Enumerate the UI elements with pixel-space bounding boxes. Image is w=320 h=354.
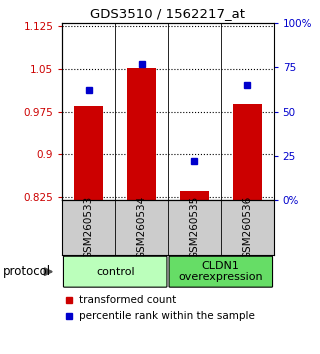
Text: GSM260534: GSM260534 — [137, 196, 147, 259]
Bar — [180, 191, 209, 200]
Text: GSM260536: GSM260536 — [242, 196, 252, 259]
Bar — [233, 104, 262, 200]
Text: GSM260535: GSM260535 — [189, 196, 199, 259]
Text: protocol: protocol — [3, 265, 51, 278]
Text: control: control — [96, 267, 134, 277]
Text: CLDN1
overexpression: CLDN1 overexpression — [179, 261, 263, 282]
Bar — [74, 106, 103, 200]
Text: GSM260533: GSM260533 — [84, 196, 94, 259]
Text: transformed count: transformed count — [79, 295, 177, 305]
Bar — [127, 68, 156, 200]
FancyBboxPatch shape — [63, 256, 167, 287]
Title: GDS3510 / 1562217_at: GDS3510 / 1562217_at — [91, 7, 245, 21]
FancyBboxPatch shape — [169, 256, 273, 287]
Text: percentile rank within the sample: percentile rank within the sample — [79, 311, 255, 321]
